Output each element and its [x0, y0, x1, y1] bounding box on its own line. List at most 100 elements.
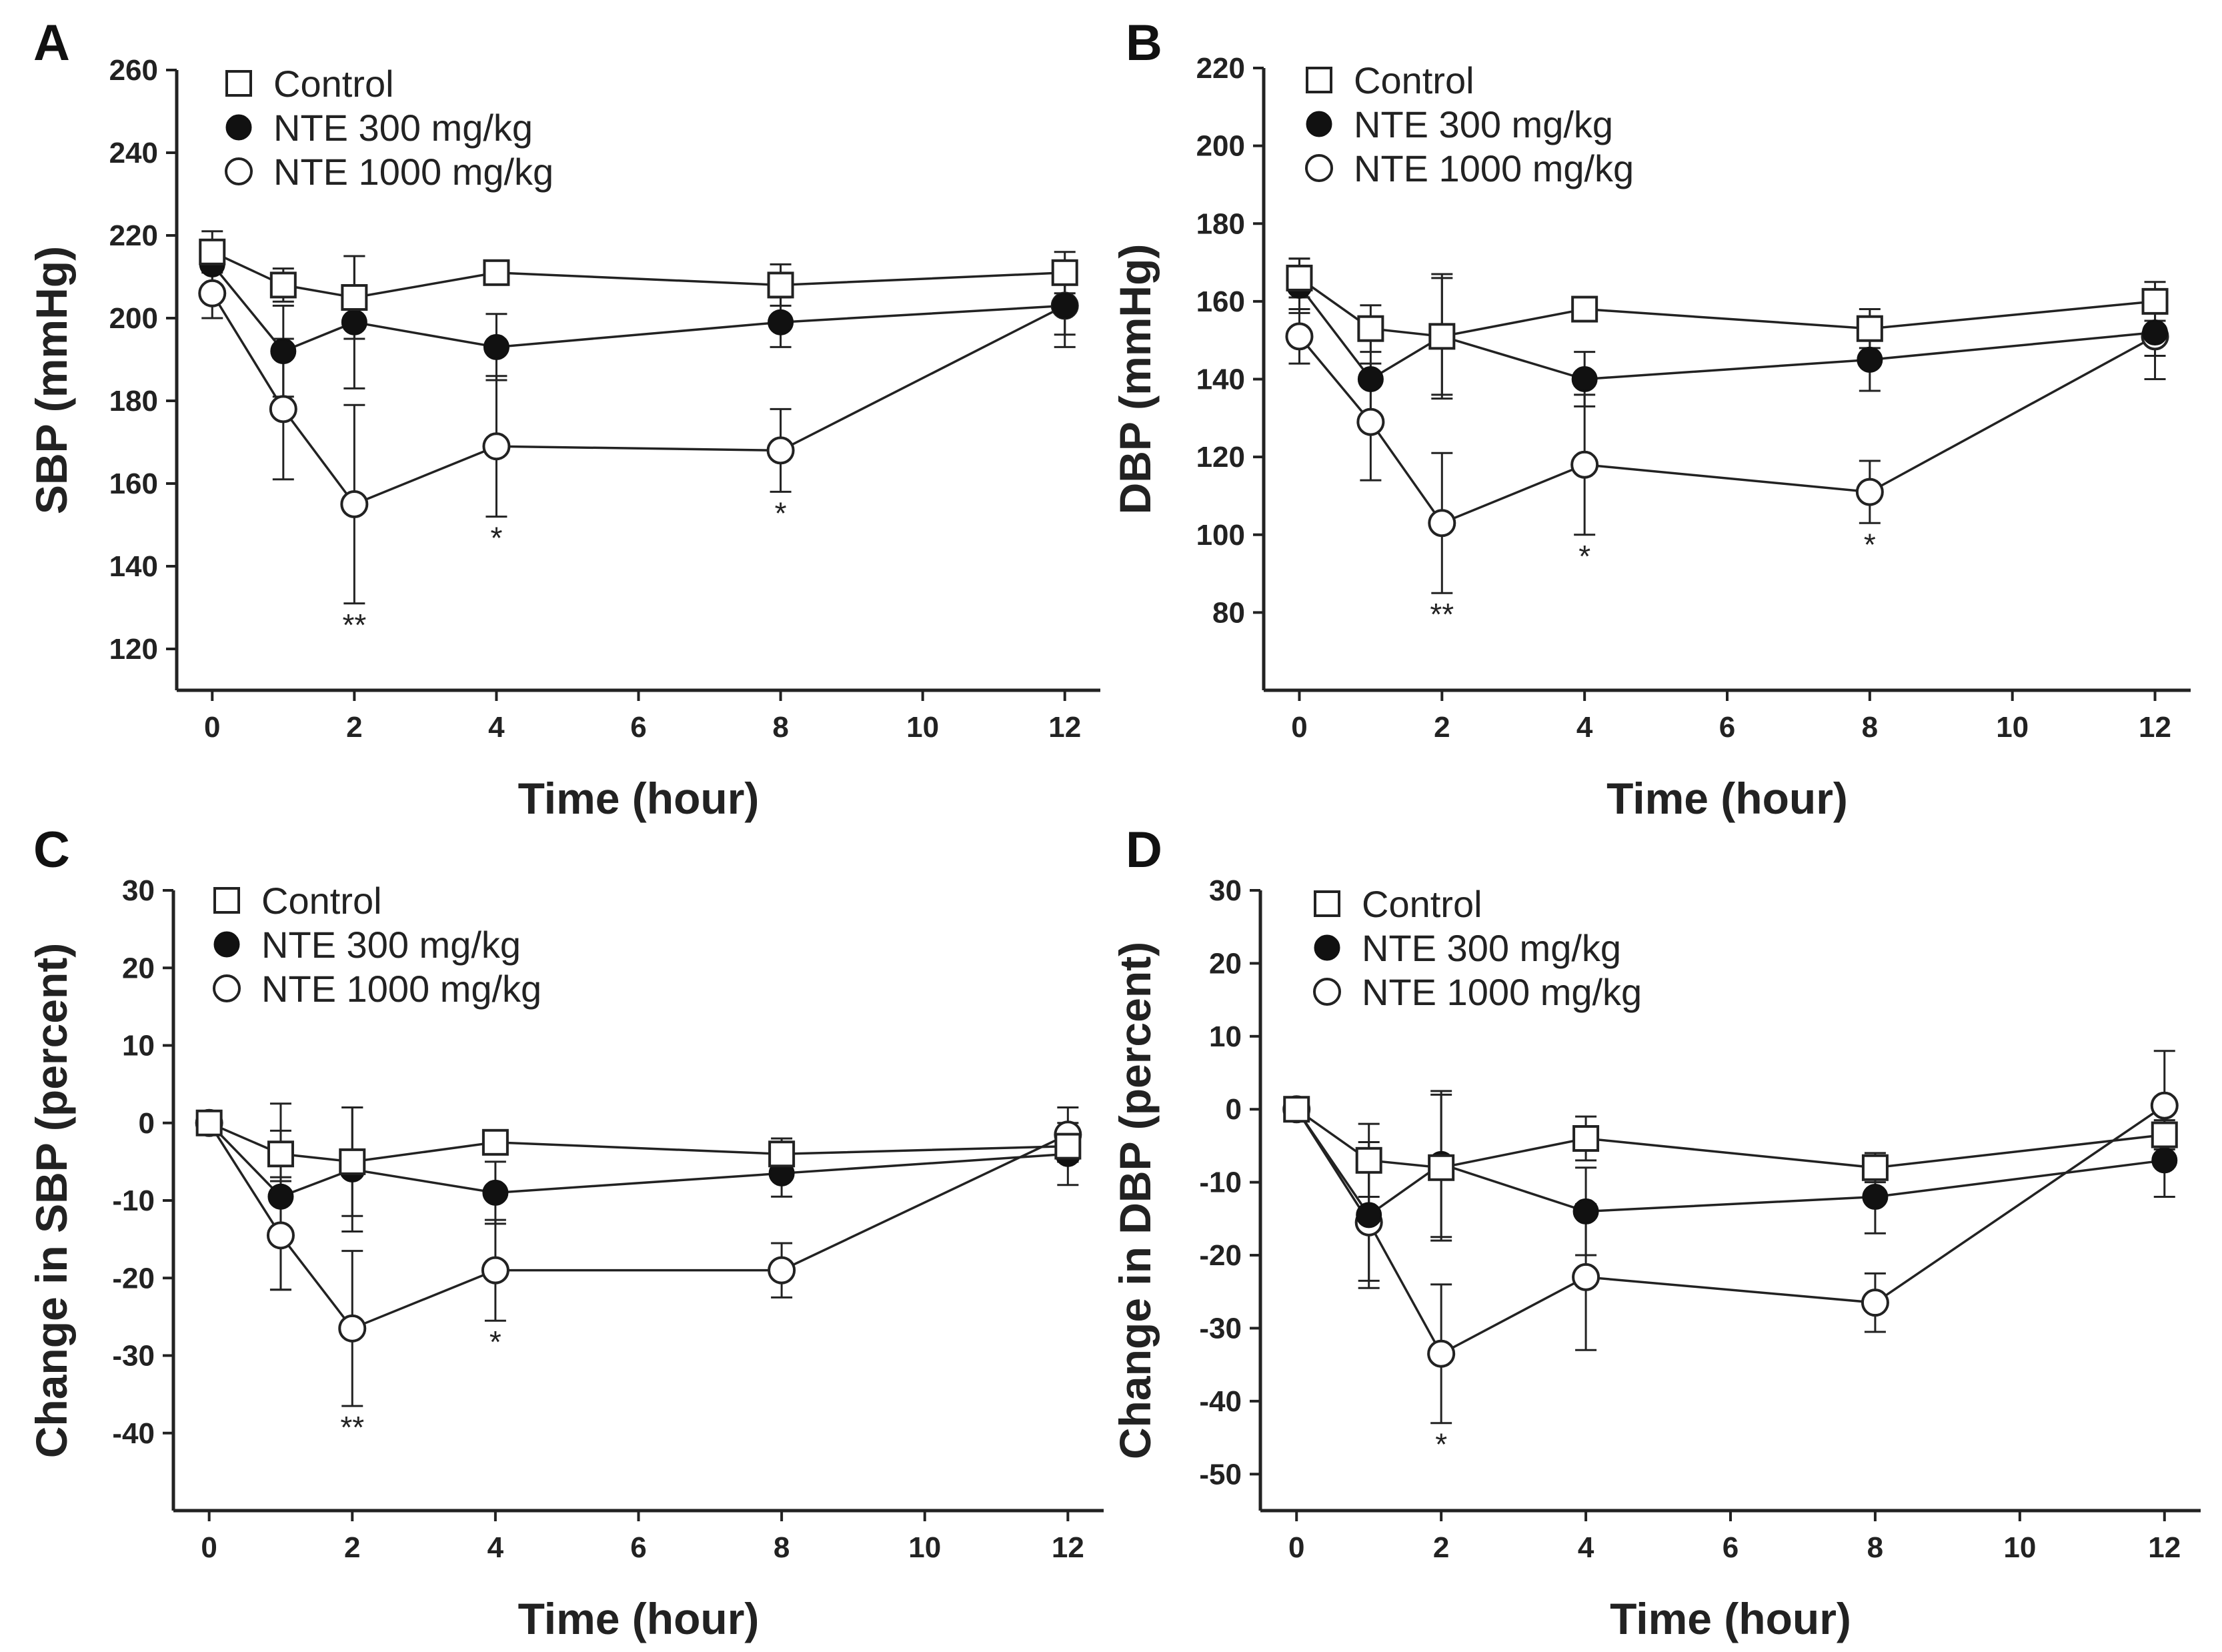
legend-label-control: Control — [273, 63, 394, 105]
y-tick-label: 10 — [122, 1030, 155, 1062]
x-tick-label: 6 — [1719, 711, 1735, 744]
y-axis-title: DBP (mmHg) — [1110, 244, 1160, 515]
data-point-control — [2151, 1121, 2178, 1148]
data-point-control — [267, 1140, 294, 1168]
data-point-control — [1861, 1154, 1889, 1181]
y-tick-label: -30 — [112, 1340, 155, 1373]
data-point-nte300 — [267, 1183, 294, 1210]
x-tick-label: 0 — [1288, 1531, 1304, 1564]
data-point-control — [1355, 1146, 1382, 1174]
significance-mark: * — [1864, 527, 1876, 562]
y-axis-title: Change in DBP (percent) — [1110, 942, 1160, 1459]
x-tick-label: 0 — [1291, 711, 1307, 744]
x-tick-label: 6 — [630, 1531, 646, 1564]
data-point-nte1000 — [269, 395, 297, 424]
significance-mark: * — [490, 521, 502, 556]
y-tick-label: 140 — [109, 550, 158, 583]
series-line-nte1000 — [1298, 335, 2156, 525]
data-point-control — [1856, 315, 1883, 342]
y-tick-label: -50 — [1199, 1458, 1242, 1491]
significance-mark: ** — [342, 608, 366, 642]
series-line-nte300 — [1298, 285, 2155, 381]
data-point-nte300 — [2151, 1147, 2178, 1174]
legend-label-nte300: NTE 300 mg/kg — [273, 107, 533, 149]
y-tick-label: 140 — [1196, 363, 1245, 396]
significance-mark: * — [1578, 539, 1590, 574]
panel-a: A 120 140 160 180 200 220 240 260 0 2 4 6 8 10 12 Time (… — [27, 15, 1100, 823]
data-point-nte300 — [2142, 319, 2169, 346]
y-tick-label: 200 — [1196, 130, 1245, 163]
legend-label-control: Control — [1362, 883, 1482, 925]
data-point-nte300 — [1571, 366, 1598, 392]
series-line-nte300 — [208, 1122, 1068, 1198]
series-line-control — [208, 1122, 1068, 1163]
data-point-nte300 — [482, 1179, 509, 1206]
significance-mark: * — [775, 496, 787, 530]
y-tick-label: -40 — [1199, 1385, 1242, 1418]
significance-mark: ** — [1430, 597, 1454, 632]
data-point-control — [1572, 1125, 1600, 1152]
data-point-nte1000 — [198, 279, 227, 307]
data-point-nte300 — [1862, 1184, 1889, 1210]
panel-c: C -40 -30 -20 -10 0 10 20 30 0 2 4 6 8 10 12 Time (hour)… — [27, 822, 1104, 1643]
panel-letter: B — [1126, 15, 1162, 71]
y-tick-label: 180 — [1196, 207, 1245, 240]
legend-marker-control — [1314, 890, 1340, 917]
y-tick-label: 100 — [1196, 519, 1245, 552]
y-tick-label: -10 — [1199, 1166, 1242, 1199]
data-point-nte1000 — [1855, 478, 1884, 506]
y-axis-title: SBP (mmHg) — [27, 246, 76, 514]
panel-letter: C — [33, 822, 70, 878]
x-tick-label: 10 — [2003, 1531, 2036, 1564]
x-tick-label: 8 — [1862, 711, 1878, 744]
data-point-nte1000 — [481, 1256, 509, 1285]
x-axis-title: Time (hour) — [518, 1594, 760, 1643]
panel-letter: A — [33, 15, 70, 71]
data-point-control — [481, 1128, 509, 1156]
y-tick-label: 10 — [1209, 1020, 1242, 1053]
legend-marker-nte300 — [1306, 111, 1332, 137]
legend-marker-nte1000 — [225, 157, 253, 185]
data-point-nte300 — [483, 333, 509, 360]
data-point-nte1000 — [2150, 1091, 2179, 1120]
data-point-nte300 — [1356, 1202, 1382, 1228]
legend-label-nte1000: NTE 1000 mg/kg — [1362, 971, 1642, 1013]
data-point-control — [269, 271, 297, 299]
data-point-control — [1051, 259, 1078, 286]
x-tick-label: 4 — [1578, 1531, 1594, 1564]
data-point-nte300 — [1052, 292, 1078, 319]
data-point-nte1000 — [766, 436, 795, 465]
data-point-nte1000 — [1861, 1289, 1889, 1317]
legend-marker-nte1000 — [1313, 978, 1341, 1006]
data-point-nte300 — [341, 309, 367, 335]
legend-label-nte1000: NTE 1000 mg/kg — [261, 968, 541, 1010]
panel-b: B 80 100 120 140 160 180 200 220 0 2 4 6 8 10 12 Time (h… — [1110, 15, 2191, 823]
data-point-nte1000 — [1570, 450, 1599, 479]
series-line-control — [1298, 277, 2155, 338]
x-tick-label: 12 — [2139, 711, 2171, 744]
x-tick-label: 0 — [204, 711, 220, 744]
data-point-nte300 — [1857, 346, 1883, 373]
legend-label-nte300: NTE 300 mg/kg — [261, 924, 521, 966]
y-tick-label: 220 — [1196, 52, 1245, 85]
y-tick-label: -20 — [112, 1262, 155, 1295]
legend-marker-control — [1306, 67, 1332, 93]
data-point-control — [339, 1148, 366, 1175]
legend-marker-nte300 — [225, 114, 252, 141]
series-line-nte1000 — [211, 292, 1066, 506]
series-line-nte300 — [211, 263, 1065, 353]
legend-marker-nte300 — [1314, 934, 1340, 961]
x-tick-label: 12 — [1048, 711, 1081, 744]
data-point-nte300 — [270, 338, 297, 365]
legend-marker-control — [213, 887, 240, 914]
x-tick-label: 2 — [1434, 711, 1450, 744]
x-axis-title: Time (hour) — [518, 774, 760, 823]
y-tick-label: 120 — [1196, 441, 1245, 474]
panel-d: D -50 -40 -30 -20 -10 0 10 20 30 0 2 4 6 8 10 12 Time (ho… — [1110, 822, 2201, 1643]
series-line-control — [211, 251, 1065, 299]
y-tick-label: 0 — [139, 1107, 155, 1140]
y-tick-label: 160 — [109, 468, 158, 500]
data-point-control — [195, 1109, 223, 1136]
data-point-nte300 — [1357, 366, 1384, 392]
